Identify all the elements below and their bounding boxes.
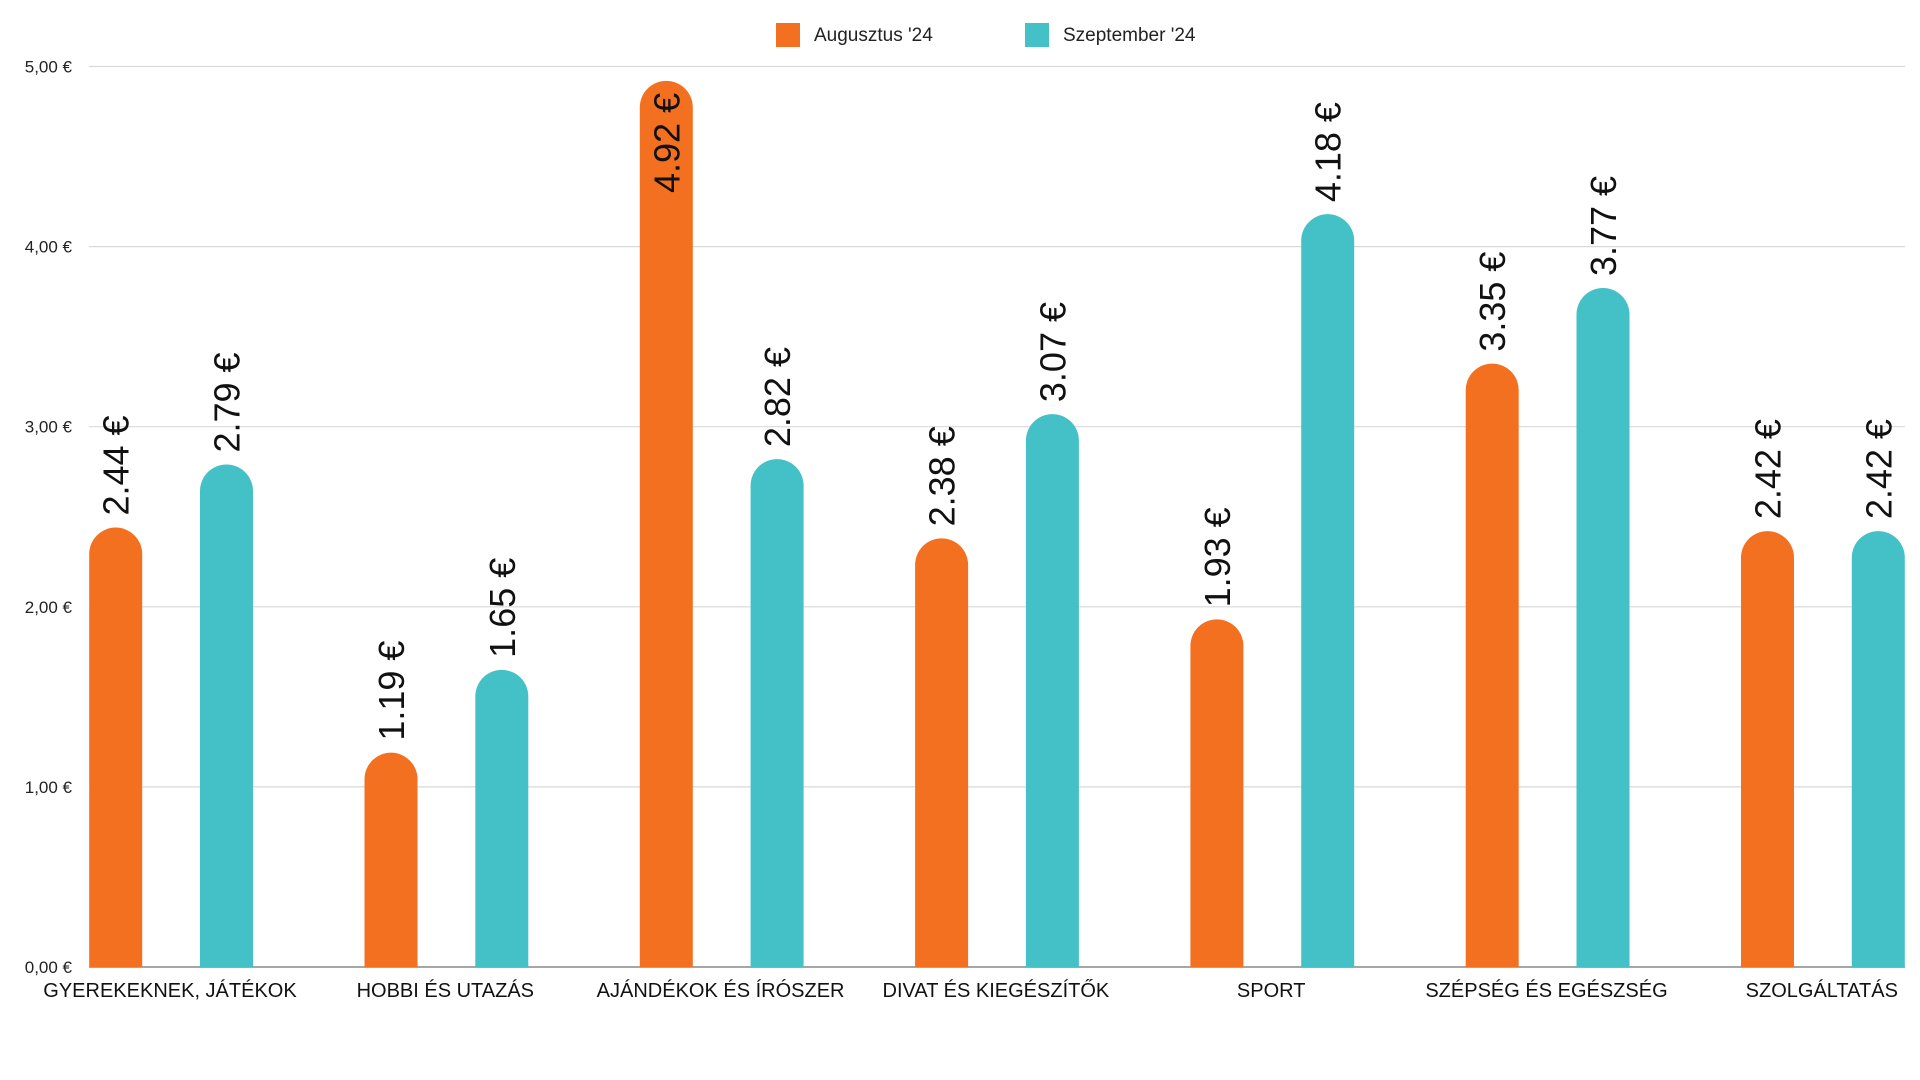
- category-label: DIVAT ÉS KIEGÉSZÍTŐK: [883, 979, 1110, 1002]
- data-label: 4.92 €: [646, 93, 687, 193]
- bar-september: [1851, 531, 1905, 967]
- data-label: 2.79 €: [207, 352, 248, 452]
- bar-september: [200, 464, 253, 967]
- data-label: 2.82 €: [757, 347, 798, 447]
- category-label: SPORT: [1237, 980, 1306, 1002]
- legend-label: Augusztus '24: [814, 25, 933, 46]
- bar-august: [915, 538, 969, 967]
- data-label: 2.42 €: [1858, 419, 1899, 519]
- data-label: 3.35 €: [1472, 252, 1513, 352]
- data-label: 3.07 €: [1032, 302, 1073, 402]
- legend-swatch-1: [1025, 23, 1049, 47]
- bar-september: [475, 669, 529, 967]
- category-label: SZOLGÁLTATÁS: [1746, 979, 1898, 1002]
- y-tick-label: 4,00 €: [25, 238, 73, 257]
- data-label: 2.44 €: [96, 415, 137, 515]
- data-label: 1.19 €: [371, 641, 412, 741]
- y-tick-label: 3,00 €: [25, 418, 73, 437]
- y-tick-label: 0,00 €: [25, 958, 73, 977]
- bar-september: [750, 459, 804, 967]
- bar-august: [1741, 531, 1794, 967]
- data-label: 2.42 €: [1748, 419, 1789, 519]
- bar-august: [1190, 619, 1244, 967]
- y-tick-label: 2,00 €: [25, 598, 73, 617]
- data-label: 2.38 €: [922, 426, 963, 526]
- y-tick-label: 1,00 €: [25, 778, 73, 797]
- bar-august: [1465, 363, 1519, 967]
- y-tick-label: 5,00 €: [25, 58, 73, 77]
- legend-swatch-0: [776, 23, 800, 47]
- data-label: 1.93 €: [1197, 507, 1238, 607]
- bar-august: [364, 752, 418, 967]
- data-label: 1.65 €: [482, 558, 523, 658]
- data-label: 4.18 €: [1308, 102, 1349, 202]
- category-label: SZÉPSÉG ÉS EGÉSZSÉG: [1425, 979, 1667, 1002]
- bar-september: [1576, 288, 1630, 967]
- data-label: 3.77 €: [1583, 176, 1624, 276]
- category-label: GYEREKEKNEK, JÁTÉKOK: [43, 979, 297, 1002]
- category-label: AJÁNDÉKOK ÉS ÍRÓSZER: [597, 979, 845, 1002]
- bar-august: [89, 527, 143, 967]
- category-label: HOBBI ÉS UTAZÁS: [357, 979, 534, 1002]
- bar-september: [1025, 414, 1079, 967]
- bar-september: [1301, 214, 1355, 968]
- legend-label: Szeptember '24: [1063, 25, 1196, 46]
- bar-august: [639, 80, 693, 967]
